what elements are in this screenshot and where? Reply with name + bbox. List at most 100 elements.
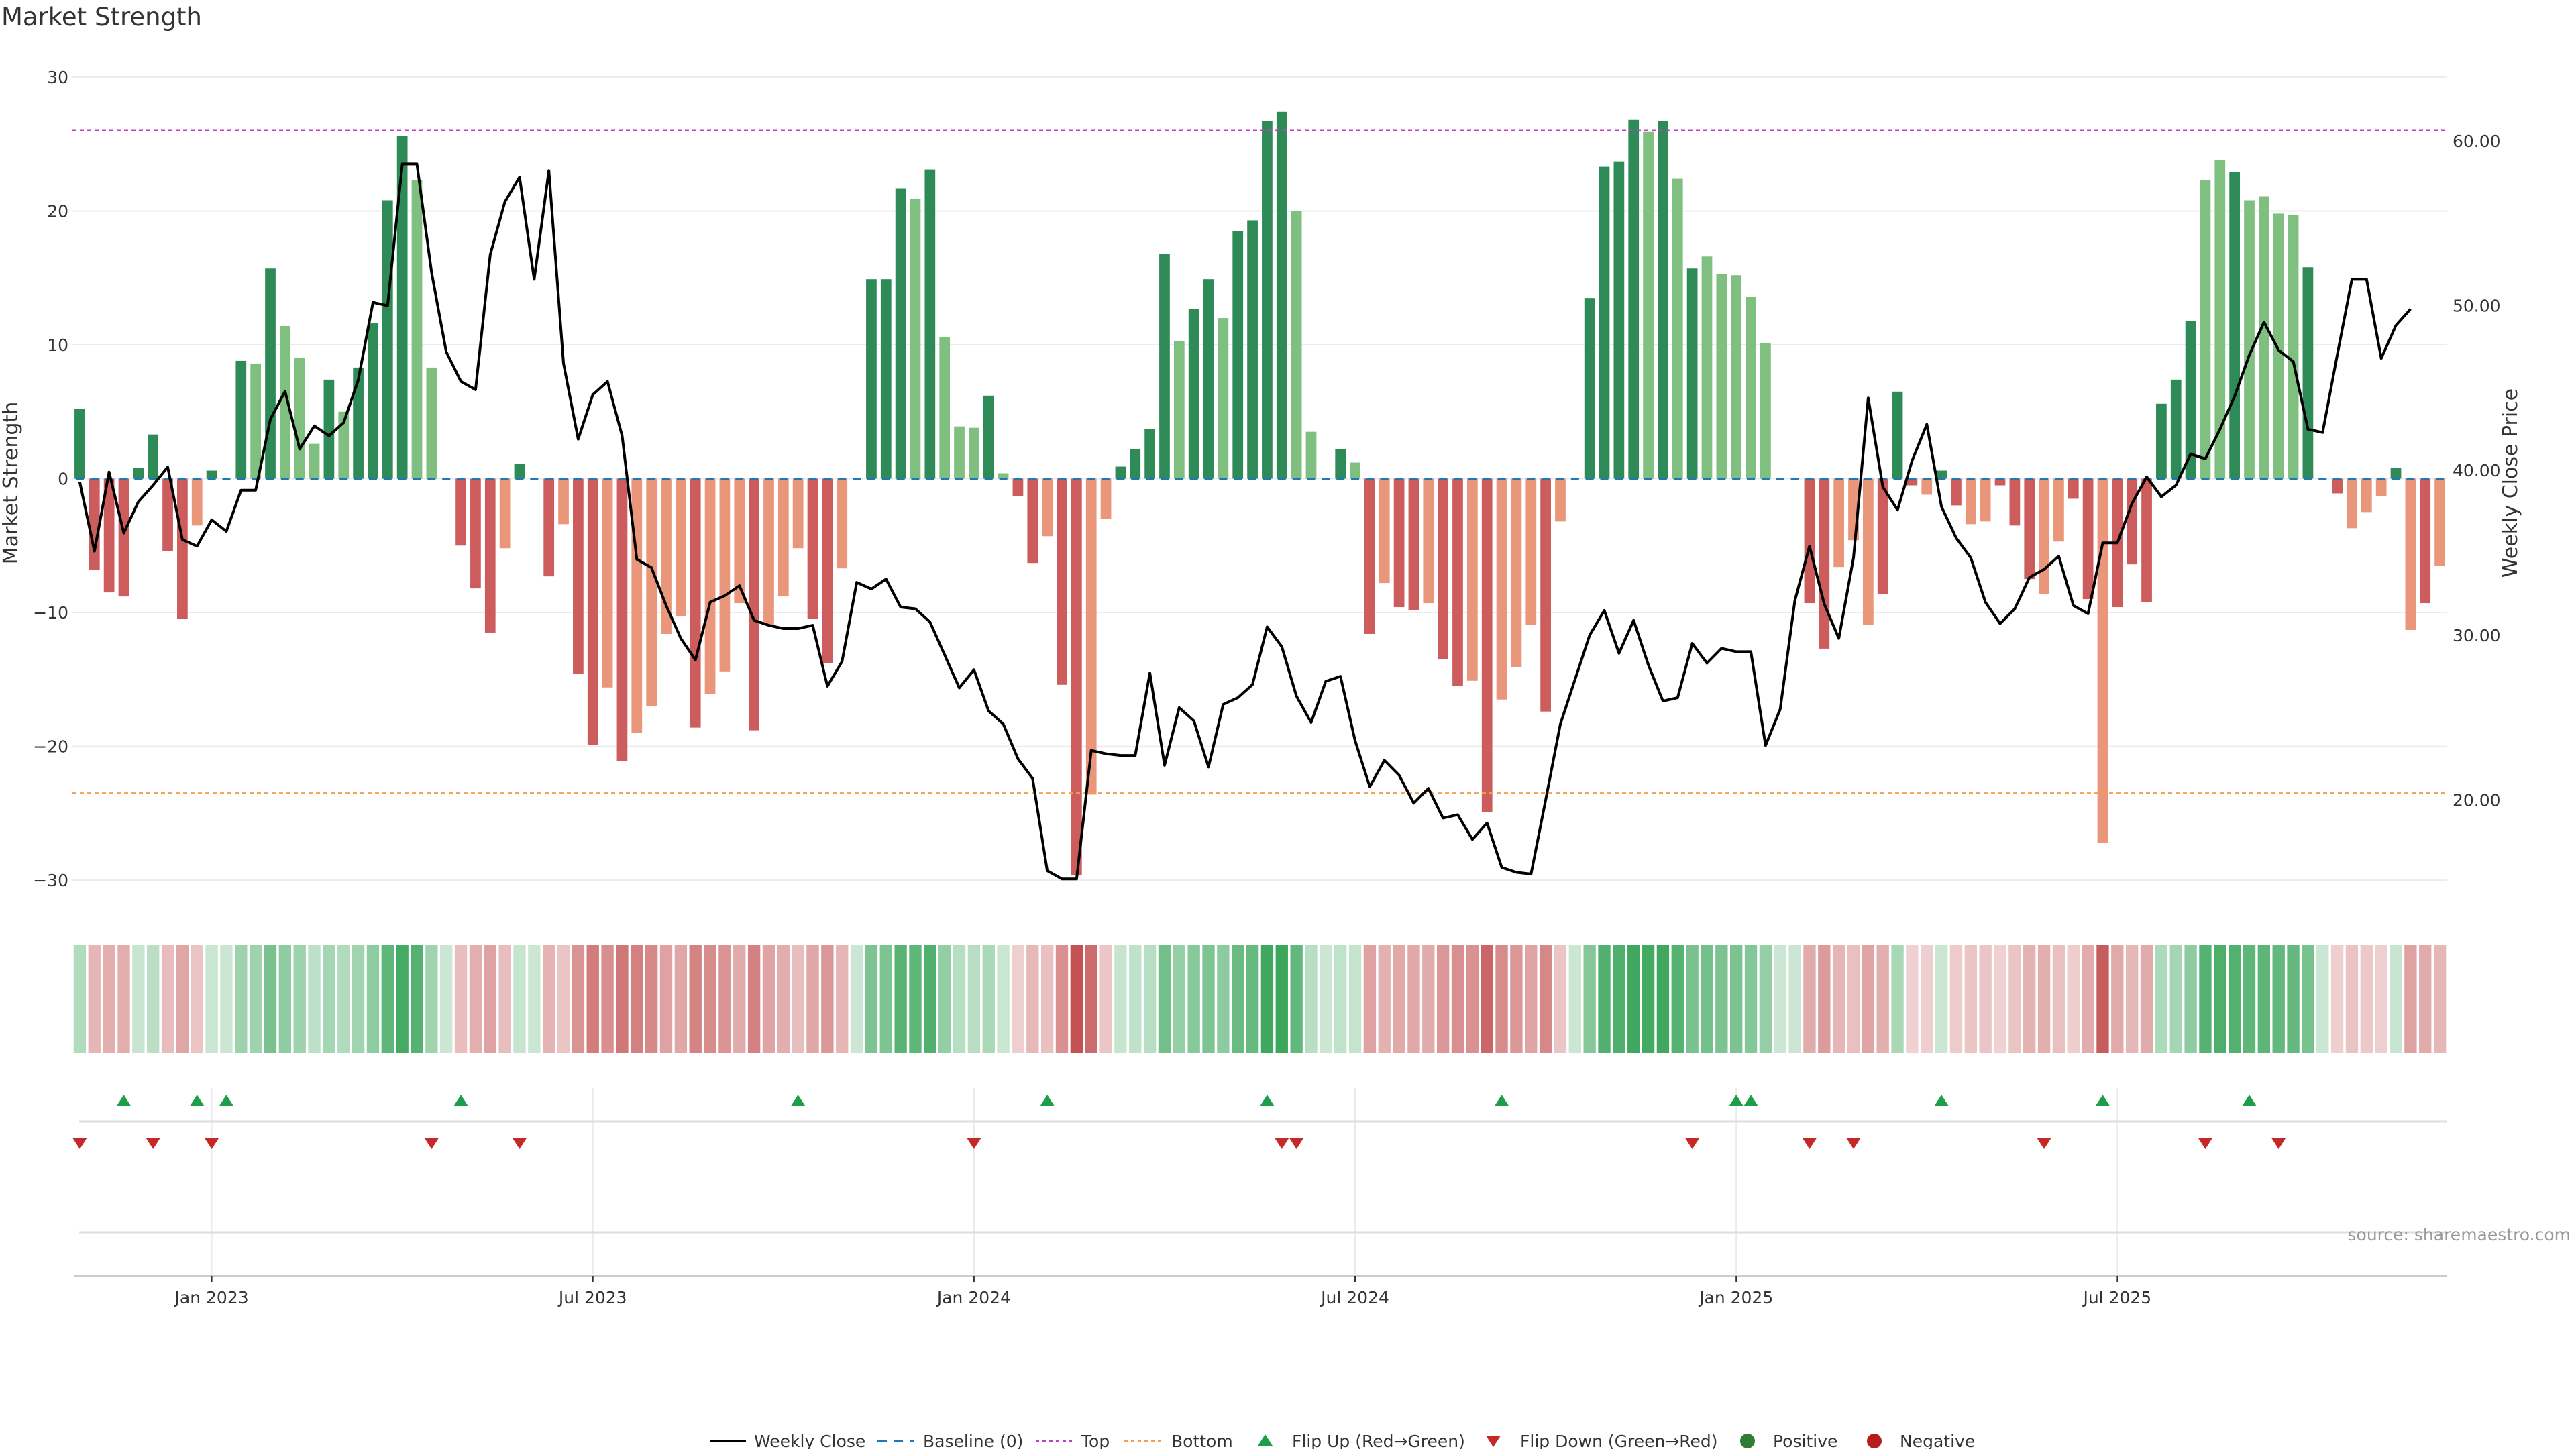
strength-bar — [2009, 478, 2021, 526]
strength-bar — [191, 478, 203, 526]
heat-cell — [2228, 945, 2241, 1053]
legend-label: Weekly Close — [754, 1432, 865, 1449]
heat-cell — [2390, 945, 2402, 1053]
heat-cell — [1481, 945, 1493, 1053]
heat-cell — [1055, 945, 1069, 1053]
strength-bar — [1350, 462, 1360, 479]
flip-up-marker — [1259, 1095, 1275, 1106]
heat-cell — [220, 945, 233, 1053]
y-tick-label: −20 — [33, 737, 68, 757]
strength-bar — [1159, 254, 1170, 479]
heat-cell — [1788, 945, 1801, 1053]
heat-cell — [997, 945, 1010, 1053]
strength-bar — [1862, 478, 1874, 625]
heat-cell — [1774, 945, 1786, 1053]
strength-bar — [792, 478, 804, 549]
strength-bar — [1731, 275, 1742, 479]
strength-bar — [1364, 478, 1375, 634]
heat-cell — [733, 945, 746, 1053]
strength-bar — [1481, 478, 1493, 812]
heat-cell — [836, 945, 849, 1053]
legend-label: Top — [1081, 1432, 1110, 1449]
legend-label: Positive — [1773, 1432, 1837, 1449]
strength-bar — [470, 478, 481, 589]
heat-cell — [543, 945, 555, 1053]
strength-bar — [822, 478, 833, 663]
flip-up-marker — [1743, 1095, 1759, 1106]
x-tick-label: Jul 2023 — [557, 1288, 627, 1307]
heat-cell — [865, 945, 878, 1053]
heat-cell — [645, 945, 658, 1053]
strength-bar — [396, 136, 408, 479]
heat-cell — [674, 945, 688, 1053]
strength-bar — [118, 478, 129, 597]
strength-bar — [2082, 478, 2094, 600]
strength-bar — [1218, 318, 1229, 479]
strength-bar — [719, 478, 731, 672]
heat-cell — [1598, 945, 1611, 1053]
heat-cell — [381, 945, 394, 1053]
strength-bar — [2420, 478, 2431, 604]
weekly-close-series — [78, 162, 2412, 881]
heat-cell — [1099, 945, 1112, 1053]
strength-bar — [807, 478, 818, 620]
flip-up-marker — [189, 1095, 205, 1106]
strength-bar — [1012, 478, 1024, 496]
strength-bar — [1965, 478, 1976, 525]
strength-bar — [2039, 478, 2049, 594]
strength-bar — [1291, 211, 1302, 479]
strength-bar — [2141, 478, 2152, 602]
strength-bar — [1921, 478, 1933, 495]
strength-bar — [2390, 468, 2402, 479]
heat-cell — [1568, 945, 1581, 1053]
strength-bar — [1071, 478, 1082, 875]
heat-cell — [1393, 945, 1405, 1053]
flip-markers-panel — [72, 1088, 2447, 1275]
heat-cell — [2433, 945, 2447, 1053]
heat-cell — [1275, 945, 1288, 1053]
strength-bar — [969, 427, 979, 479]
y-tick-label: −30 — [33, 871, 68, 890]
x-tick-label: Jul 2024 — [1320, 1288, 1389, 1307]
heat-cell — [1583, 945, 1596, 1053]
strength-bars — [74, 111, 2445, 875]
strength-bar — [1423, 478, 1434, 604]
strength-bar — [2434, 478, 2445, 566]
heat-cell — [191, 945, 203, 1053]
strength-bar — [499, 478, 511, 549]
strength-bar — [777, 478, 789, 597]
heat-cell — [2140, 945, 2153, 1053]
reference-lines — [72, 129, 2447, 794]
strength-bar — [1115, 466, 1126, 479]
strength-bar — [265, 268, 276, 479]
heat-cell — [1701, 945, 1713, 1053]
heat-cell — [1320, 945, 1332, 1053]
strength-bar — [1936, 470, 1947, 479]
strength-bar — [1408, 478, 1419, 610]
strength-bar — [1262, 121, 1273, 479]
flip-up-marker — [1729, 1095, 1744, 1106]
heat-cell — [1070, 945, 1083, 1053]
heat-cell — [938, 945, 951, 1053]
heat-cell — [1422, 945, 1435, 1053]
heat-cell — [850, 945, 863, 1053]
heat-cell — [1114, 945, 1127, 1053]
heat-cell — [2111, 945, 2124, 1053]
heat-cell — [1994, 945, 2006, 1053]
heat-cell — [1525, 945, 1538, 1053]
heat-cell — [2316, 945, 2329, 1053]
strength-bar — [1085, 478, 1097, 795]
strength-bar — [1130, 449, 1141, 479]
heat-cell — [659, 945, 673, 1053]
strength-bar — [2127, 478, 2138, 565]
flip-down-marker — [512, 1138, 527, 1149]
strength-bar — [1746, 297, 1756, 479]
strength-bar — [2288, 215, 2299, 479]
y-tick-label: 20 — [47, 201, 68, 221]
strength-bar — [1819, 478, 1830, 649]
heat-cell — [1715, 945, 1728, 1053]
heat-cell — [513, 945, 526, 1053]
heat-cell — [2052, 945, 2065, 1053]
strength-bar — [880, 279, 892, 479]
strength-bar — [573, 478, 584, 674]
